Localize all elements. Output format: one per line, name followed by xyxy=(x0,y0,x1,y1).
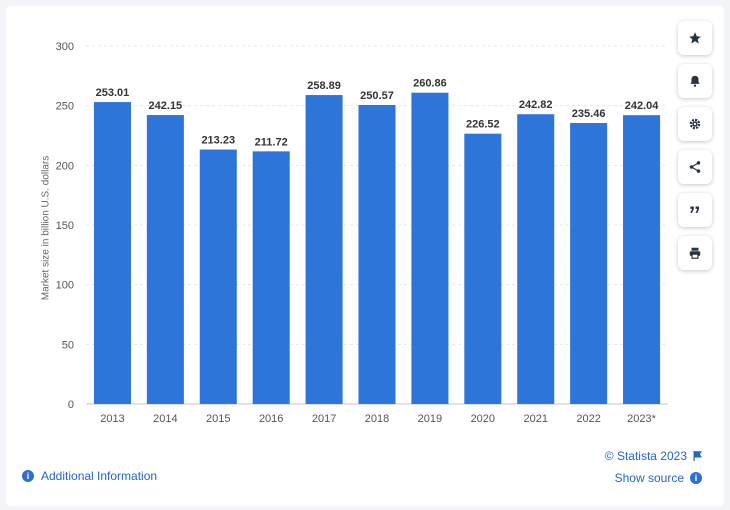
x-tick-label: 2014 xyxy=(153,413,177,425)
value-labels: 253.01 242.15 213.23 211.72 258.89 250.57 260.… xyxy=(96,78,660,149)
share-button[interactable] xyxy=(678,150,712,184)
x-axis-ticks: 2013 2014 2015 2016 2017 2018 2019 2020 2021 2022… xyxy=(100,413,656,425)
y-axis-title: Market size in billion U.S. dollars xyxy=(40,155,52,301)
statista-copyright-link[interactable]: © Statista 2023 xyxy=(605,449,702,463)
bar[interactable] xyxy=(570,123,608,404)
bar[interactable] xyxy=(93,102,131,404)
bar-value-label: 242.82 xyxy=(519,99,553,111)
chart-card: 253.01 242.15 213.23 211.72 258.89 250.57 260.… xyxy=(6,6,724,506)
x-tick-label: 2018 xyxy=(365,413,389,425)
bar-value-label: 260.86 xyxy=(413,78,447,90)
bell-icon xyxy=(690,75,700,87)
y-tick-label: 300 xyxy=(56,41,74,53)
x-tick-label: 2023* xyxy=(627,413,656,425)
x-tick-label: 2019 xyxy=(418,413,442,425)
show-source-link[interactable]: Show source i xyxy=(615,471,702,485)
x-tick-label: 2016 xyxy=(259,413,283,425)
y-tick-label: 50 xyxy=(62,339,74,351)
y-tick-label: 150 xyxy=(56,220,74,232)
star-icon xyxy=(689,32,701,44)
print-button[interactable] xyxy=(678,236,712,270)
bar[interactable] xyxy=(358,104,396,405)
x-tick-label: 2015 xyxy=(206,413,230,425)
y-tick-label: 100 xyxy=(56,280,74,292)
bar[interactable] xyxy=(252,151,290,404)
print-icon xyxy=(689,247,701,259)
additional-information-link[interactable]: i Additional Information xyxy=(22,469,157,483)
gear-icon xyxy=(689,118,701,130)
bar[interactable] xyxy=(464,133,502,404)
x-tick-label: 2020 xyxy=(471,413,495,425)
share-icon xyxy=(689,161,701,173)
y-tick-label: 200 xyxy=(56,160,74,172)
bar-value-label: 253.01 xyxy=(96,87,130,99)
x-tick-label: 2021 xyxy=(523,413,547,425)
additional-information-label: Additional Information xyxy=(41,469,158,483)
bar-value-label: 213.23 xyxy=(201,135,235,147)
show-source-label: Show source xyxy=(614,471,684,485)
y-axis-ticks: 0 50 100 150 200 250 300 xyxy=(56,41,74,411)
y-tick-label: 0 xyxy=(68,399,74,411)
bar[interactable] xyxy=(623,115,661,405)
info-icon: i xyxy=(690,472,702,484)
bar-value-label: 242.04 xyxy=(625,100,660,112)
quote-icon xyxy=(690,206,700,213)
x-tick-label: 2013 xyxy=(100,413,124,425)
bars xyxy=(93,92,661,405)
bar[interactable] xyxy=(411,92,449,405)
settings-button[interactable] xyxy=(678,107,712,141)
copyright-text: © Statista 2023 xyxy=(604,449,687,463)
bar-value-label: 226.52 xyxy=(466,119,500,131)
bar[interactable] xyxy=(305,95,343,405)
bar-value-label: 211.72 xyxy=(255,136,288,148)
favorite-button[interactable] xyxy=(678,21,712,55)
bar-value-label: 258.89 xyxy=(307,80,341,92)
bar-value-label: 250.57 xyxy=(360,90,394,102)
bar-value-label: 235.46 xyxy=(572,108,606,120)
x-tick-label: 2022 xyxy=(576,413,600,425)
bar-value-label: 242.15 xyxy=(149,100,183,112)
bar[interactable] xyxy=(146,115,184,404)
bar[interactable] xyxy=(517,114,555,404)
x-tick-label: 2017 xyxy=(312,413,336,425)
flag-icon xyxy=(693,451,702,461)
cite-button[interactable] xyxy=(678,193,712,227)
chart-toolbar xyxy=(678,21,712,279)
y-tick-label: 250 xyxy=(56,101,74,113)
bar[interactable] xyxy=(199,149,237,404)
info-icon: i xyxy=(22,470,34,482)
bar-chart: 253.01 242.15 213.23 211.72 258.89 250.57 260.… xyxy=(56,41,668,425)
notification-button[interactable] xyxy=(678,64,712,98)
